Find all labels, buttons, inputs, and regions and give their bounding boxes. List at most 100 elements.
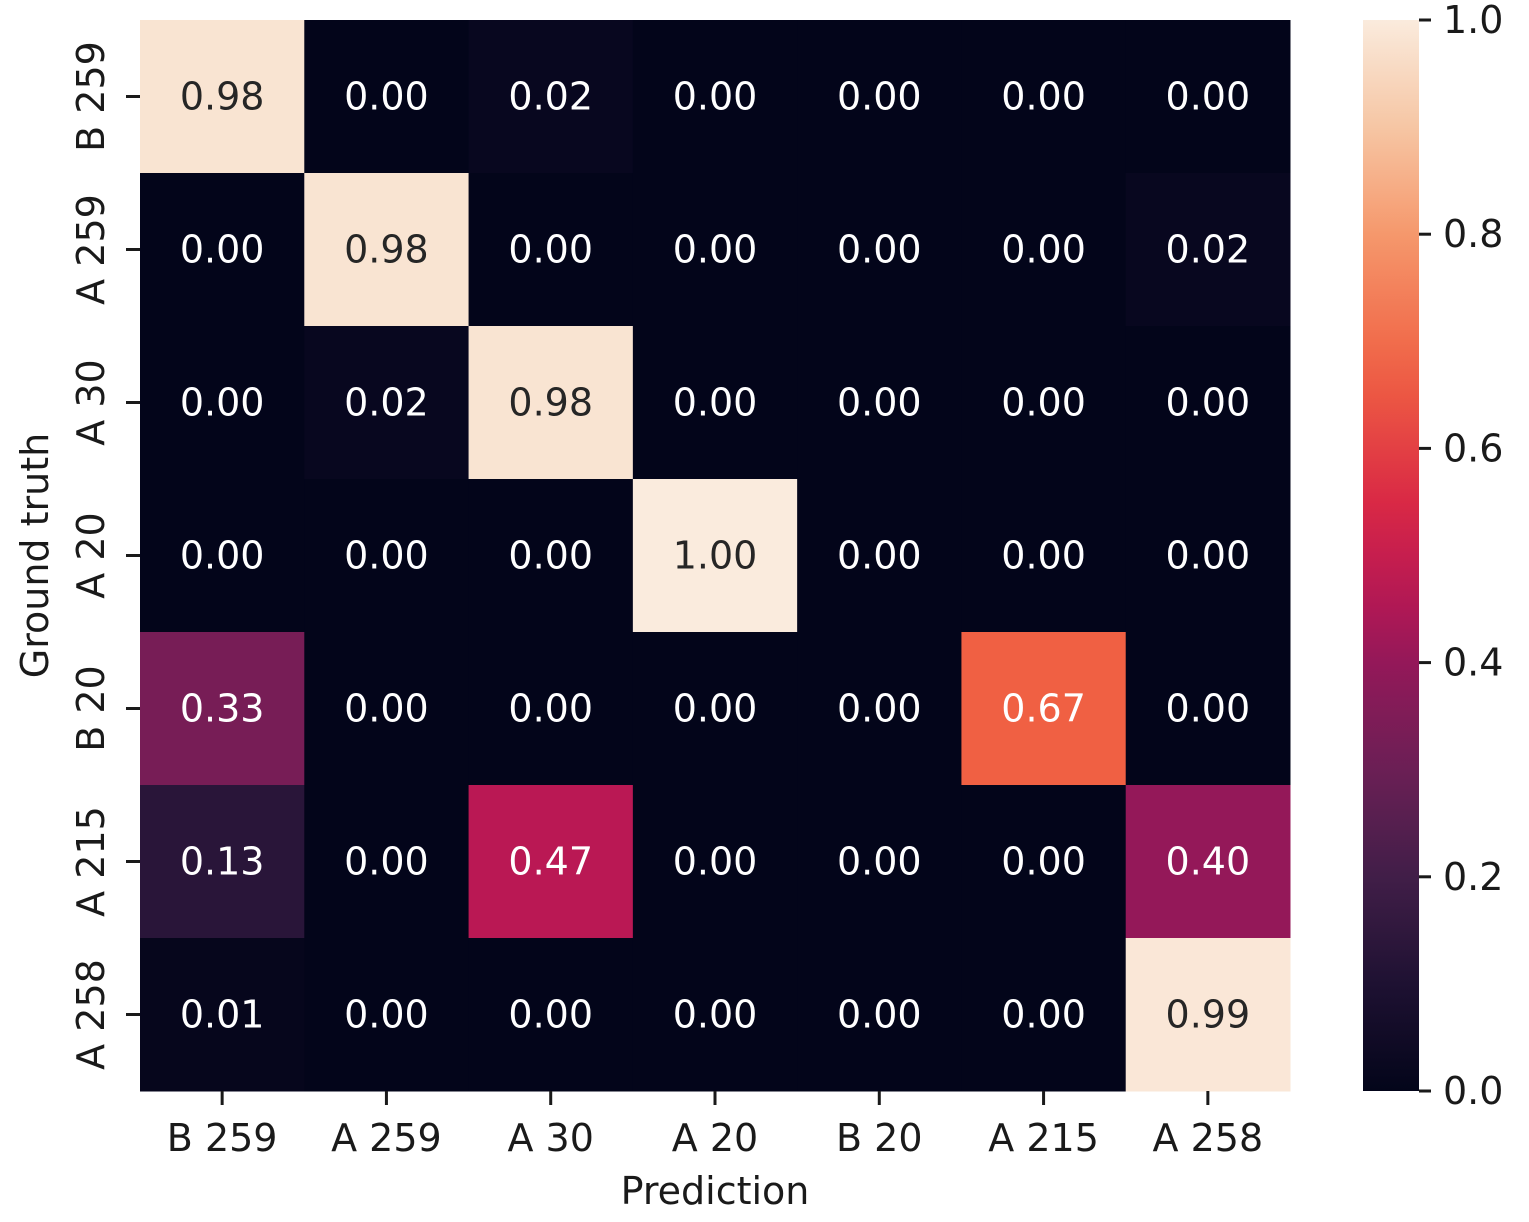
heatmap-cell bbox=[797, 785, 962, 939]
colorbar-tick-label: 0.6 bbox=[1443, 426, 1503, 470]
cell-value-label: 0.00 bbox=[508, 228, 593, 272]
cell-value-label: 0.00 bbox=[344, 993, 429, 1037]
cell-value-label: 0.47 bbox=[508, 840, 593, 884]
y-tick-label: A 20 bbox=[69, 512, 113, 598]
heatmap-cell bbox=[797, 20, 962, 174]
heatmap-cell bbox=[961, 785, 1127, 939]
heatmap-cell bbox=[140, 173, 305, 327]
heatmap-cell bbox=[1125, 20, 1291, 174]
y-axis-ticks: B 259 A 259 A 30 A 20 B 20 A 215 A 258 bbox=[69, 41, 140, 1070]
cell-value-label: 0.00 bbox=[180, 228, 265, 272]
colorbar-tick-label: 0.2 bbox=[1443, 855, 1503, 899]
heatmap-cell bbox=[140, 20, 305, 174]
heatmap-cell bbox=[1125, 326, 1291, 480]
heatmap-cell bbox=[961, 938, 1127, 1092]
heatmap-cell bbox=[1125, 173, 1291, 327]
heatmap-cell bbox=[961, 479, 1127, 633]
y-tick-label: B 259 bbox=[69, 41, 113, 152]
heatmap-cell bbox=[304, 632, 470, 786]
x-axis-ticks: B 259 A 259 A 30 A 20 B 20 A 215 A 258 bbox=[167, 1091, 1263, 1160]
heatmap-cell bbox=[632, 20, 798, 174]
cell-value-label: 0.00 bbox=[837, 993, 922, 1037]
colorbar-tick-label: 0.8 bbox=[1443, 212, 1503, 256]
cell-value-label: 0.98 bbox=[180, 75, 265, 119]
cell-value-label: 0.00 bbox=[837, 687, 922, 731]
heatmap-cell bbox=[632, 938, 798, 1092]
heatmap-cell bbox=[961, 20, 1127, 174]
heatmap-cell bbox=[304, 173, 470, 327]
heatmap-cell bbox=[304, 785, 470, 939]
heatmap-cell bbox=[468, 632, 634, 786]
heatmap-cell bbox=[304, 938, 470, 1092]
cell-value-label: 0.00 bbox=[837, 840, 922, 884]
heatmap-cell bbox=[961, 632, 1127, 786]
cell-value-label: 0.00 bbox=[837, 228, 922, 272]
heatmap-cells bbox=[140, 20, 1291, 1092]
x-axis-title: Prediction bbox=[621, 1169, 810, 1213]
cell-value-label: 0.00 bbox=[1166, 687, 1251, 731]
x-tick-label: A 30 bbox=[507, 1116, 593, 1160]
heatmap-cell bbox=[140, 938, 305, 1092]
cell-value-label: 0.67 bbox=[1001, 687, 1086, 731]
heatmap-cell bbox=[632, 479, 798, 633]
cell-value-label: 0.00 bbox=[1001, 228, 1086, 272]
colorbar-tick-label: 0.0 bbox=[1443, 1069, 1503, 1113]
colorbar-tick-label: 1.0 bbox=[1443, 0, 1503, 42]
cell-value-label: 0.00 bbox=[837, 75, 922, 119]
y-axis-title: Ground truth bbox=[13, 433, 57, 678]
cell-value-label: 0.00 bbox=[1001, 534, 1086, 578]
heatmap-cell bbox=[468, 479, 634, 633]
heatmap-cell bbox=[140, 479, 305, 633]
heatmap-cell bbox=[632, 785, 798, 939]
cell-value-label: 0.00 bbox=[837, 534, 922, 578]
cell-value-label: 0.98 bbox=[508, 381, 593, 425]
cell-value-label: 0.98 bbox=[344, 228, 429, 272]
cell-value-label: 0.00 bbox=[1001, 75, 1086, 119]
x-tick-label: A 215 bbox=[988, 1116, 1099, 1160]
cell-value-label: 0.00 bbox=[344, 75, 429, 119]
cell-value-label: 0.00 bbox=[180, 381, 265, 425]
heatmap-cell bbox=[468, 326, 634, 480]
cell-value-label: 0.00 bbox=[508, 687, 593, 731]
heatmap-cell bbox=[632, 326, 798, 480]
cell-value-label: 0.00 bbox=[673, 687, 758, 731]
colorbar-gradient bbox=[1363, 20, 1419, 1091]
cell-value-label: 0.00 bbox=[673, 75, 758, 119]
cell-value-label: 0.02 bbox=[344, 381, 429, 425]
x-tick-label: B 259 bbox=[167, 1116, 278, 1160]
cell-value-label: 0.00 bbox=[180, 534, 265, 578]
x-tick-label: A 20 bbox=[672, 1116, 758, 1160]
cell-value-label: 0.00 bbox=[344, 687, 429, 731]
heatmap-cell bbox=[304, 479, 470, 633]
heatmap-cell bbox=[1125, 632, 1291, 786]
cell-value-label: 0.00 bbox=[1001, 381, 1086, 425]
heatmap-cell bbox=[140, 785, 305, 939]
cell-value-label: 0.00 bbox=[673, 381, 758, 425]
cell-value-label: 0.00 bbox=[673, 840, 758, 884]
heatmap-cell bbox=[632, 173, 798, 327]
cell-value-label: 0.00 bbox=[673, 228, 758, 272]
heatmap-cell bbox=[304, 326, 470, 480]
x-tick-label: B 20 bbox=[836, 1116, 923, 1160]
cell-value-label: 0.00 bbox=[673, 993, 758, 1037]
cell-value-label: 0.00 bbox=[1166, 381, 1251, 425]
cell-value-label: 0.40 bbox=[1166, 840, 1251, 884]
heatmap-cell bbox=[140, 632, 305, 786]
heatmap-cell bbox=[1125, 938, 1291, 1092]
heatmap-cell bbox=[797, 938, 962, 1092]
cell-value-label: 0.13 bbox=[180, 840, 265, 884]
x-tick-label: A 259 bbox=[331, 1116, 442, 1160]
y-tick-label: A 258 bbox=[69, 959, 113, 1070]
heatmap-cell bbox=[797, 173, 962, 327]
cell-value-label: 0.02 bbox=[1166, 228, 1251, 272]
heatmap-cell bbox=[468, 20, 634, 174]
heatmap-cell bbox=[961, 173, 1127, 327]
y-tick-label: A 259 bbox=[69, 194, 113, 305]
heatmap-cell bbox=[304, 20, 470, 174]
heatmap-cell bbox=[632, 632, 798, 786]
cell-value-label: 0.00 bbox=[344, 840, 429, 884]
cell-value-label: 0.33 bbox=[180, 687, 265, 731]
colorbar-tick-label: 0.4 bbox=[1443, 641, 1503, 685]
cell-value-label: 0.00 bbox=[1166, 75, 1251, 119]
